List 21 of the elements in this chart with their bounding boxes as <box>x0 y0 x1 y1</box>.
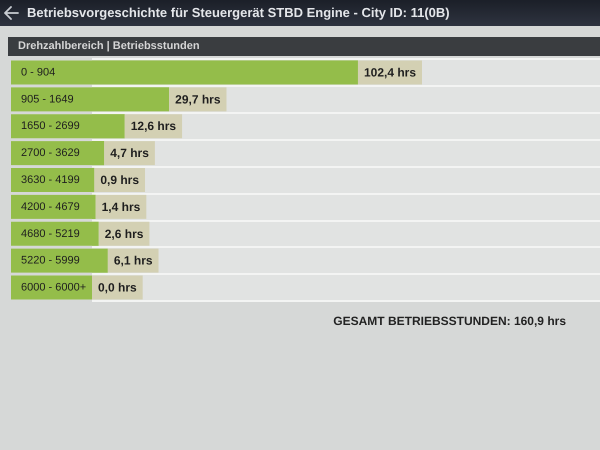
y-tick-label: 4200 - 4679 <box>21 200 80 213</box>
data-label: 12,6 hrs <box>130 119 176 134</box>
y-tick-label: 0 - 904 <box>21 66 56 78</box>
data-label: 29,7 hrs <box>175 92 221 106</box>
y-tick-label: 5220 - 5999 <box>21 254 80 267</box>
text: GESAMT BETRIEBSSTUNDEN: 160,9 hrs <box>333 314 566 328</box>
chart-subtitle: Drehzahlbereich | Betriebsstunden <box>18 40 200 52</box>
data-label: 0,0 hrs <box>98 280 138 295</box>
y-tick-label: 1650 - 2699 <box>21 120 80 132</box>
data-label: 6,1 hrs <box>114 254 153 268</box>
y-tick-label: 3630 - 4199 <box>21 174 80 186</box>
data-label: 4,7 hrs <box>110 146 150 160</box>
chart-title: Betriebsvorgeschichte für Steuergerät STBD Engine - City ID: 11(0B) <box>27 5 450 20</box>
y-tick-label: 6000 - 6000+ <box>21 282 86 294</box>
data-label: 102,4 hrs <box>364 65 416 80</box>
y-tick-label: 2700 - 3629 <box>21 147 80 160</box>
data-label: 0,9 hrs <box>100 173 140 187</box>
y-tick-label: 4680 - 5219 <box>21 228 80 240</box>
data-label: 2,6 hrs <box>104 226 144 241</box>
y-tick-label: 905 - 1649 <box>21 93 74 106</box>
data-label: 1,4 hrs <box>102 200 141 214</box>
